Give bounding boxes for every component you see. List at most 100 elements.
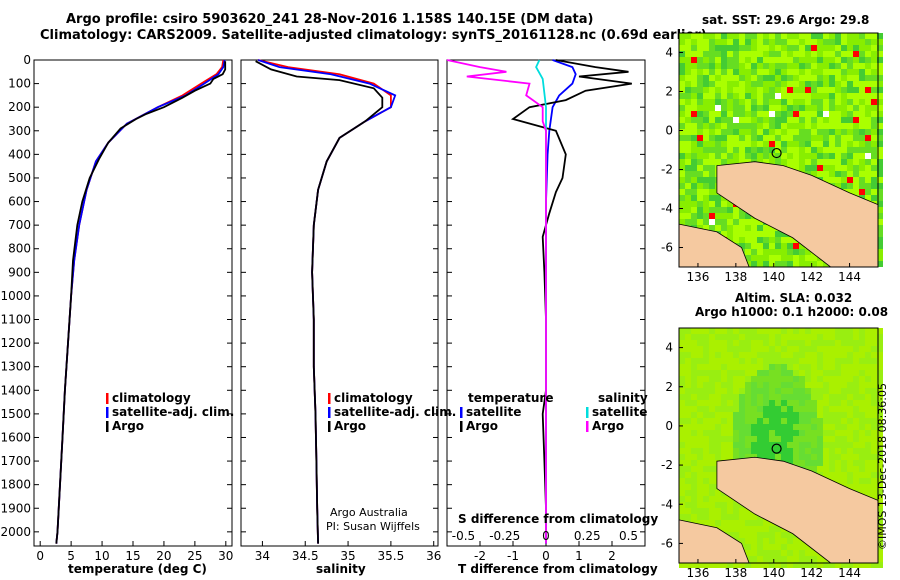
sst-map-cell xyxy=(775,141,781,147)
sla-map-cell xyxy=(817,448,823,454)
sst-map-cell xyxy=(727,141,733,147)
sla-map-cell xyxy=(757,562,763,568)
sla-map-cell xyxy=(793,424,799,430)
sla-map-cell xyxy=(679,358,685,364)
sla-map-cell xyxy=(787,442,793,448)
sla-map-cell xyxy=(733,364,739,370)
sst-map-cell xyxy=(841,165,847,171)
sla-map-cell xyxy=(739,442,745,448)
temperature-legend-swatch xyxy=(106,421,109,432)
sst-map-cell xyxy=(859,87,865,93)
sla-map-cell xyxy=(733,400,739,406)
sla-map-cell xyxy=(865,490,871,496)
sla-map-cell xyxy=(727,454,733,460)
sla-map-cell xyxy=(829,406,835,412)
sla-map-cell xyxy=(709,478,715,484)
sla-map-cell xyxy=(721,562,727,568)
difference-xtick-label: 2 xyxy=(608,549,616,563)
sst-map-cell xyxy=(751,75,757,81)
sla-map-cell xyxy=(811,436,817,442)
sla-map-cell xyxy=(769,538,775,544)
sla-map-cell xyxy=(697,490,703,496)
sst-map-cell xyxy=(697,159,703,165)
sla-map-cell xyxy=(775,364,781,370)
sla-map-cell xyxy=(703,400,709,406)
sst-map-cell xyxy=(793,255,799,261)
sla-map-cell xyxy=(787,352,793,358)
sst-map-cell xyxy=(733,45,739,51)
figure-title-line2: Climatology: CARS2009. Satellite-adjuste… xyxy=(40,28,707,43)
sla-map-cell xyxy=(769,412,775,418)
sla-map-cell xyxy=(763,382,769,388)
sst-map-cell xyxy=(811,51,817,57)
sst-map-cell xyxy=(739,117,745,123)
sla-map-cell xyxy=(697,472,703,478)
sst-map-cell xyxy=(877,171,883,177)
sla-map-cell xyxy=(835,430,841,436)
sla-map-cell xyxy=(823,346,829,352)
sla-map-cell xyxy=(733,448,739,454)
sla-map-cell xyxy=(727,364,733,370)
sst-map-cell xyxy=(727,45,733,51)
sst-map-cell xyxy=(757,261,763,267)
sst-map-cell xyxy=(733,219,739,225)
sla-map-cell xyxy=(685,430,691,436)
sst-map-cell xyxy=(751,141,757,147)
sla-map-cell xyxy=(799,388,805,394)
sst-map-cell xyxy=(763,147,769,153)
sla-map-cell xyxy=(703,472,709,478)
sla-map-cell xyxy=(703,436,709,442)
sst-map-cell xyxy=(877,57,883,63)
sst-map-cell xyxy=(799,153,805,159)
difference-legend-left-swatch xyxy=(460,421,463,432)
sla-map-cell xyxy=(817,454,823,460)
sst-map-cell xyxy=(739,45,745,51)
sla-map-cell xyxy=(691,460,697,466)
sla-map-cell xyxy=(685,466,691,472)
sla-map-cell xyxy=(799,328,805,334)
sst-map-cell xyxy=(877,141,883,147)
sst-map-cell xyxy=(739,141,745,147)
sst-map-cell xyxy=(835,159,841,165)
sla-map-cell xyxy=(805,394,811,400)
sla-map-cell xyxy=(823,364,829,370)
sla-map-cell xyxy=(685,406,691,412)
sst-map-cell xyxy=(685,177,691,183)
sst-map-cell xyxy=(757,219,763,225)
sst-map-cell xyxy=(745,75,751,81)
sst-map-cell xyxy=(781,147,787,153)
sst-map-cell xyxy=(769,81,775,87)
sst-map-cell xyxy=(709,123,715,129)
sst-map-cell xyxy=(793,117,799,123)
sst-map-cell xyxy=(871,51,877,57)
sst-map-cell xyxy=(733,111,739,117)
sla-map-cell xyxy=(859,562,865,568)
sst-map-cell xyxy=(805,57,811,63)
sla-map-cell xyxy=(769,436,775,442)
sst-map-cell xyxy=(721,93,727,99)
sst-map-cell xyxy=(811,75,817,81)
sla-map-cell xyxy=(715,442,721,448)
sla-map-cell xyxy=(847,418,853,424)
sla-map-cell xyxy=(793,412,799,418)
sst-map-cell xyxy=(805,153,811,159)
sla-map-cell xyxy=(775,424,781,430)
sst-map-cell xyxy=(685,63,691,69)
sst-map-cell xyxy=(865,129,871,135)
sla-map-cell xyxy=(781,334,787,340)
sla-map-cell xyxy=(841,454,847,460)
sst-map-cell xyxy=(859,81,865,87)
sla-map-cell xyxy=(763,412,769,418)
sst-map-cell xyxy=(763,75,769,81)
sla-map-cell xyxy=(703,442,709,448)
sst-map-cell xyxy=(841,105,847,111)
sla-map-cell xyxy=(739,376,745,382)
sla-map-cell xyxy=(847,472,853,478)
difference-legend-right-entry: satellite xyxy=(592,405,647,419)
sla-map-cell xyxy=(709,424,715,430)
sst-map-cell xyxy=(739,243,745,249)
sla-map-cell xyxy=(691,364,697,370)
sst-map-cell xyxy=(727,33,733,39)
sla-map-cell xyxy=(877,352,883,358)
sla-map-cell xyxy=(865,472,871,478)
